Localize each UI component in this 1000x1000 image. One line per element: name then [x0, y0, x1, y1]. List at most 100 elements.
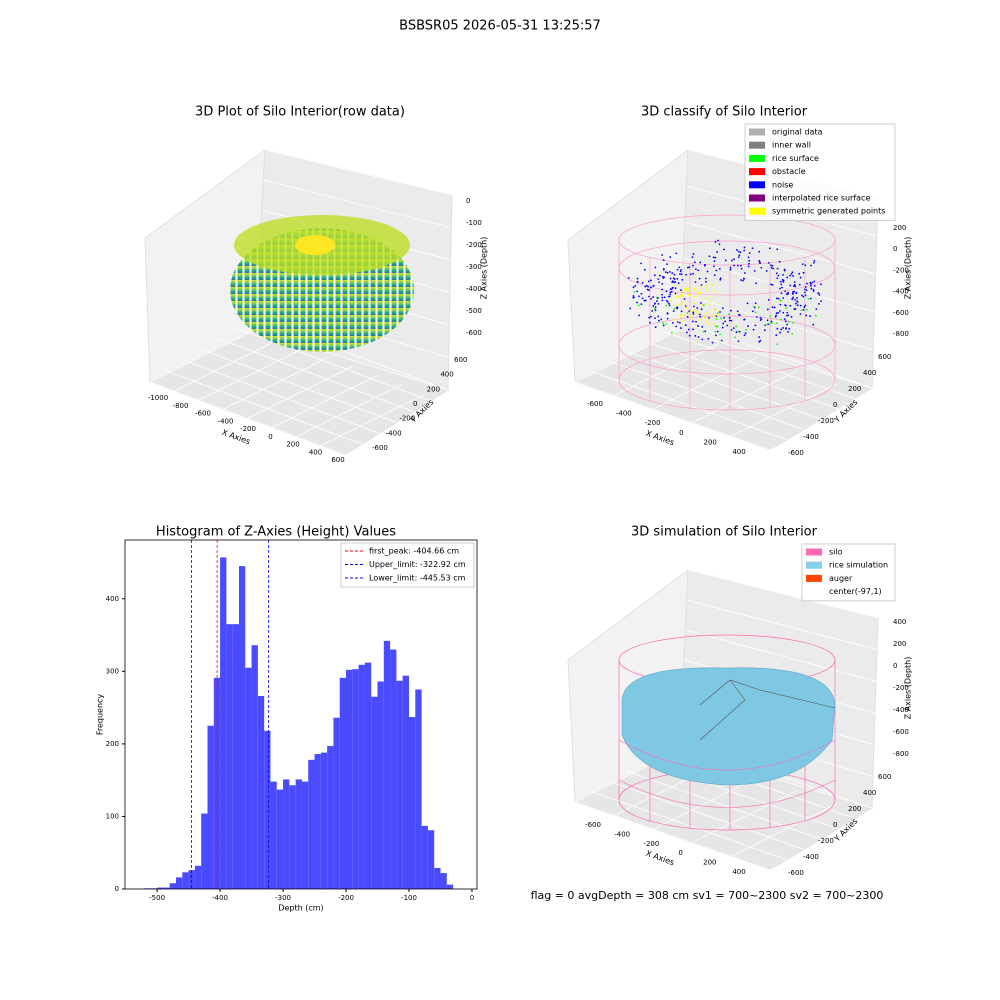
point-cloud-dot — [678, 317, 680, 320]
grid-line — [608, 780, 805, 850]
y-tick-label: 0 — [115, 885, 119, 893]
point-cloud-dot — [708, 316, 710, 319]
z-tick-label: -600 — [893, 728, 909, 736]
legend-swatch — [749, 194, 765, 202]
point-cloud-dot — [690, 293, 692, 295]
point-cloud-dot — [796, 304, 799, 307]
point-cloud-dot — [715, 269, 718, 272]
point-cloud-dot — [629, 307, 632, 310]
point-cloud-dot — [783, 268, 786, 271]
point-cloud-dot — [692, 328, 694, 331]
histogram-bar — [408, 717, 416, 889]
point-cloud-dot — [674, 319, 676, 321]
legend-label: obstacle — [772, 167, 806, 176]
histogram-bar — [176, 877, 183, 889]
point-cloud-dot — [668, 270, 671, 273]
point-cloud-dot — [713, 323, 716, 326]
point-cloud-dot — [708, 315, 711, 317]
histogram-bar — [390, 649, 397, 889]
legend-box — [340, 542, 475, 588]
point-cloud-dot — [810, 284, 812, 287]
point-cloud-dot — [705, 285, 708, 288]
point-cloud-dot — [699, 291, 701, 294]
legend-label: rice surface — [772, 154, 819, 163]
point-cloud-dot — [699, 261, 702, 264]
x-tick-label: -200 — [645, 419, 661, 427]
grid-line — [642, 340, 839, 410]
point-cloud-dot — [696, 320, 699, 322]
point-cloud-dot — [650, 286, 652, 289]
point-cloud-dot — [699, 285, 701, 288]
point-cloud-dot — [792, 285, 795, 287]
point-cloud-dot — [754, 302, 757, 305]
grid-line — [686, 599, 878, 651]
point-cloud-dot — [716, 314, 719, 317]
x-tick-label: 600 — [331, 456, 344, 464]
point-cloud-dot — [707, 322, 710, 325]
point-cloud-dot — [751, 247, 754, 250]
point-cloud-dot — [802, 271, 805, 274]
point-cloud-dot — [770, 266, 773, 269]
z-tick-label: -600 — [893, 309, 909, 317]
histogram-bar — [270, 781, 277, 889]
point-cloud-dot — [640, 303, 643, 306]
point-cloud-dot — [708, 304, 711, 306]
x-tick-label: -400 — [218, 417, 234, 425]
y-tick-label: 200 — [427, 385, 440, 393]
point-cloud-dot — [787, 330, 790, 333]
point-cloud-dot — [711, 341, 714, 344]
point-cloud-dot — [817, 292, 820, 295]
point-cloud-dot — [683, 290, 686, 293]
point-cloud-dot — [746, 302, 749, 305]
point-cloud-dot — [719, 277, 722, 280]
point-cloud-dot — [748, 262, 750, 265]
point-cloud-dot — [784, 290, 787, 293]
point-cloud-dot — [728, 316, 731, 319]
point-cloud-dot — [776, 248, 779, 251]
histogram-bar — [220, 557, 227, 889]
point-cloud-dot — [721, 326, 724, 329]
point-cloud-dot — [657, 315, 660, 318]
rice-simulation-surface — [621, 667, 836, 786]
legend-swatch — [749, 154, 765, 162]
point-cloud-dot — [804, 304, 807, 307]
point-cloud-dot — [700, 298, 703, 301]
histogram-bar — [238, 566, 246, 889]
point-cloud-dot — [720, 339, 723, 342]
point-cloud-dot — [751, 310, 754, 313]
point-cloud-dot — [708, 318, 711, 321]
legend-label: rice simulation — [829, 561, 888, 570]
histogram-bar — [245, 667, 252, 889]
point-cloud-dot — [687, 290, 690, 293]
point-cloud-dot — [661, 299, 664, 302]
point-cloud-dot — [648, 295, 650, 298]
z-axis-label: Z Axies (Depth) — [480, 237, 489, 300]
point-cloud-dot — [812, 261, 815, 264]
point-cloud-dot — [719, 311, 721, 313]
grid-line — [679, 329, 873, 389]
point-cloud-dot — [664, 271, 667, 273]
point-cloud-dot — [794, 285, 797, 288]
grid-line — [201, 349, 397, 423]
silo-wireframe — [618, 214, 836, 411]
point-cloud-dot — [675, 252, 678, 255]
point-cloud-dot — [676, 295, 679, 298]
histogram-bar — [427, 830, 435, 889]
point-cloud-dot — [784, 327, 787, 330]
point-cloud-dot — [661, 293, 663, 296]
x-tick-label: 200 — [703, 859, 716, 867]
point-cloud-dot — [667, 295, 670, 298]
point-cloud-dot — [752, 305, 755, 308]
x-tick-label: -1000 — [148, 394, 168, 402]
point-cloud-dot — [790, 316, 793, 318]
legend-label: inner wall — [772, 141, 811, 150]
point-cloud-dot — [815, 308, 818, 310]
grid-line — [167, 370, 363, 445]
histogram-bar — [157, 887, 164, 889]
point-cloud-dot — [716, 325, 719, 328]
point-cloud-dot — [641, 297, 644, 300]
point-cloud-dot — [672, 310, 675, 313]
point-cloud-dot — [682, 320, 684, 323]
point-cloud-dot — [675, 297, 678, 299]
point-cloud-dot — [678, 321, 681, 324]
